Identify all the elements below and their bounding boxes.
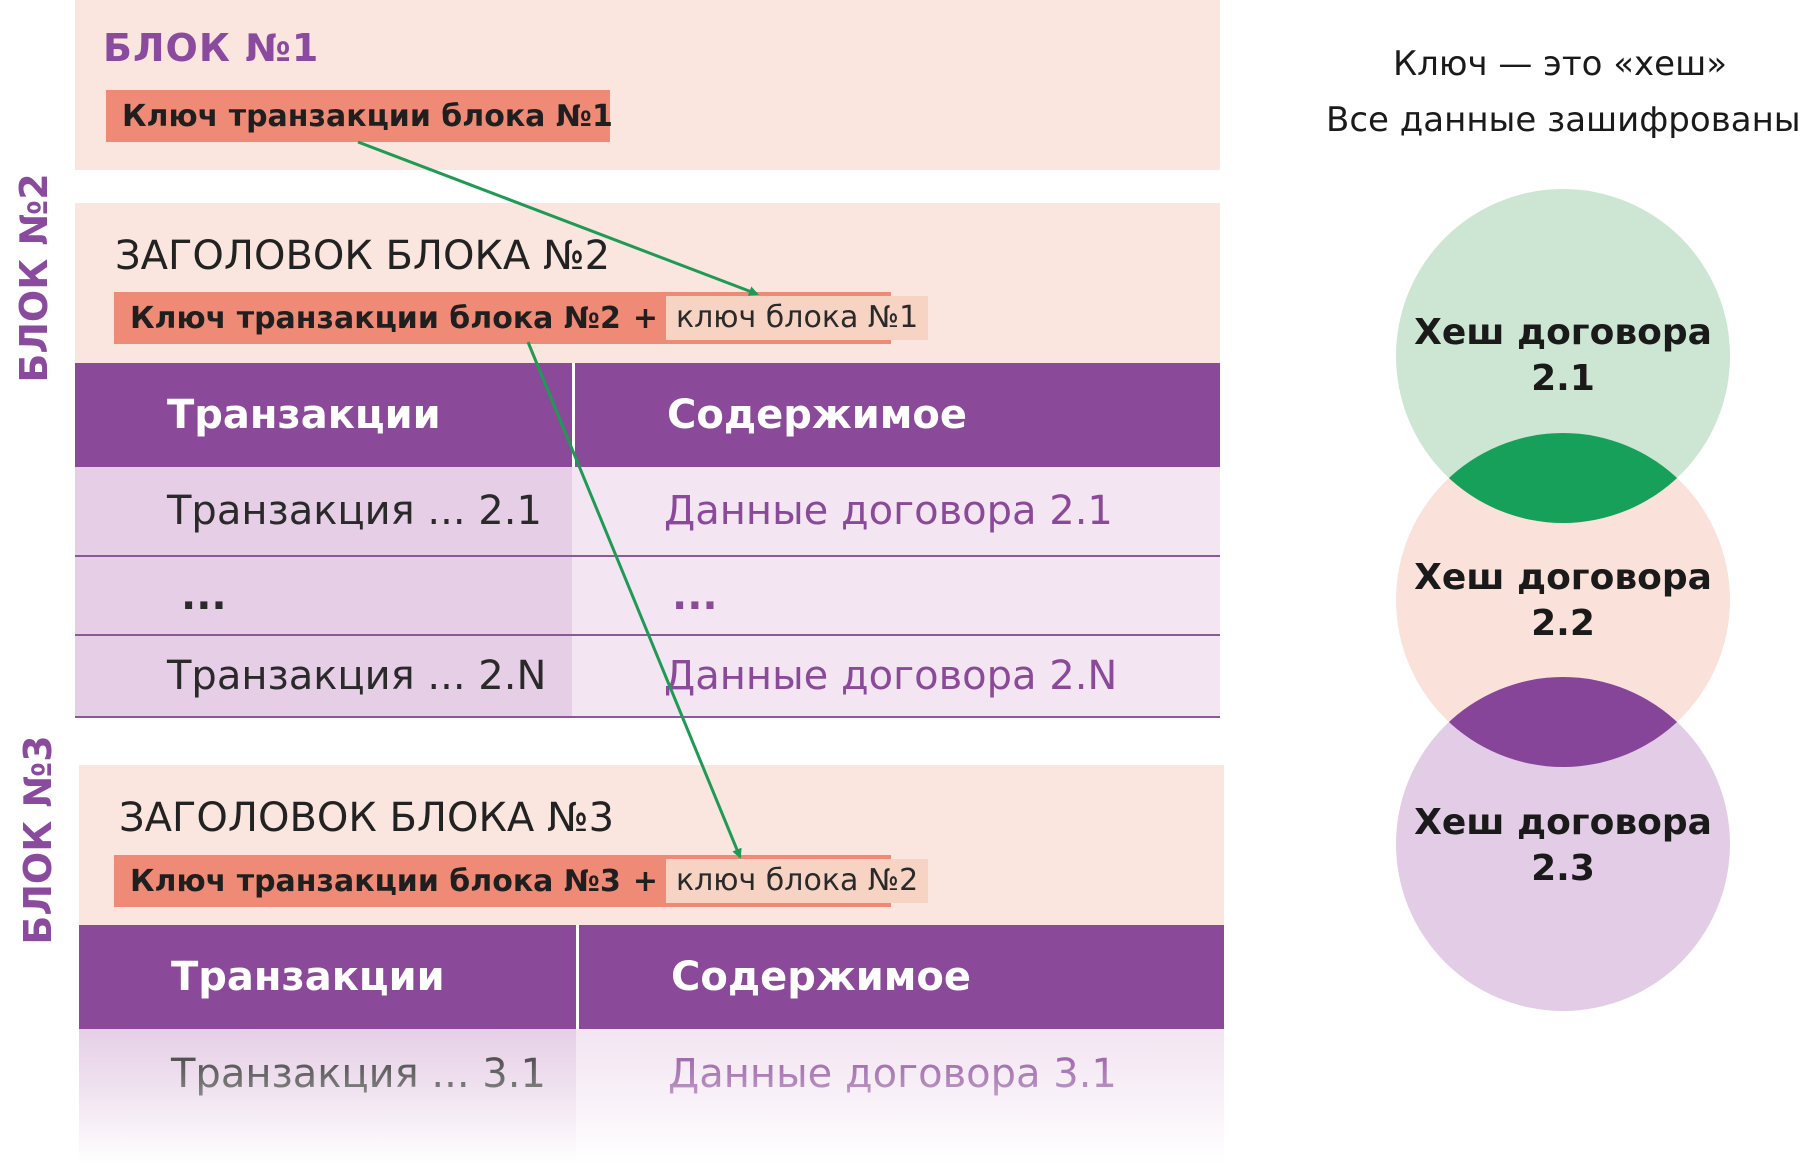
tx-cell: Транзакция ... 2.N: [75, 636, 572, 716]
header-divider: [572, 363, 575, 467]
block-3-heading: ЗАГОЛОВОК БЛОКА №3: [119, 795, 615, 841]
row-divider: [75, 555, 1220, 557]
block-3-key-bar: Ключ транзакции блока №3 + ключ блока №2: [114, 855, 929, 907]
hash-label-number: 2.2: [1531, 603, 1595, 644]
block-1-title: БЛОК №1: [103, 26, 320, 70]
block-2-key-text: Ключ транзакции блока №2: [130, 300, 621, 336]
block-1-key-text: Ключ транзакции блока №1: [122, 98, 613, 134]
block-3-col-content: Содержимое: [671, 954, 972, 1000]
content-cell: ...: [572, 557, 1220, 634]
table-bottom-line: [75, 716, 1220, 718]
block-2-key-bar: Ключ транзакции блока №2 + ключ блока №1: [114, 292, 929, 344]
hash-label-2-1: Хеш договора 2.1: [1396, 310, 1730, 402]
block-1-key-bar: Ключ транзакции блока №1: [106, 90, 613, 142]
block-3-plus: +: [632, 863, 658, 899]
tx-cell: Транзакция ... 2.1: [75, 467, 572, 555]
block-3-prev-key: ключ блока №2: [665, 859, 929, 903]
block-2-col-content: Содержимое: [667, 392, 968, 438]
block-3-key-text: Ключ транзакции блока №3: [130, 863, 621, 899]
hash-label-line: Хеш договора: [1414, 557, 1712, 598]
block-2-table-header: Транзакции Содержимое: [75, 363, 1220, 467]
hash-label-line: Хеш договора: [1414, 802, 1712, 843]
table-row: Транзакция ... 2.N Данные договора 2.N: [75, 636, 1220, 716]
table-row: Транзакция ... 2.1 Данные договора 2.1: [75, 467, 1220, 555]
header-divider: [576, 925, 579, 1029]
block-2-heading: ЗАГОЛОВОК БЛОКА №2: [115, 233, 611, 279]
hash-label-number: 2.3: [1531, 848, 1595, 889]
link-arrow-2-to-3: [526, 341, 742, 859]
hash-label-number: 2.1: [1531, 358, 1595, 399]
table-row: ... ...: [75, 557, 1220, 634]
hash-label-2-3: Хеш договора 2.3: [1396, 800, 1730, 892]
block-2-col-transactions: Транзакции: [167, 392, 441, 438]
legend-line-1: Ключ — это «хеш»: [1392, 44, 1728, 84]
content-cell: Данные договора 2.1: [572, 467, 1220, 555]
block-2-prev-key: ключ блока №1: [665, 296, 929, 340]
hash-label-line: Хеш договора: [1414, 312, 1712, 353]
hash-label-2-2: Хеш договора 2.2: [1396, 555, 1730, 647]
content-cell: Данные договора 2.N: [572, 636, 1220, 716]
block-3-col-transactions: Транзакции: [171, 954, 445, 1000]
tx-cell: ...: [75, 557, 572, 634]
block-3-table-header: Транзакции Содержимое: [79, 925, 1224, 1029]
legend-line-2: Все данные зашифрованы: [1326, 100, 1800, 140]
link-arrow-1-to-2: [357, 140, 759, 296]
block-2-plus: +: [632, 300, 658, 336]
